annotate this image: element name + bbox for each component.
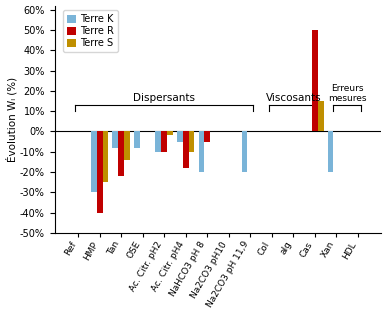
Bar <box>199 131 204 172</box>
Bar <box>188 131 194 152</box>
Y-axis label: Évolution Wₗ (%): Évolution Wₗ (%) <box>5 77 17 162</box>
Bar <box>91 131 97 192</box>
Bar <box>156 131 161 152</box>
Bar <box>167 131 173 135</box>
Bar <box>312 30 318 131</box>
Bar <box>241 131 247 172</box>
Text: Viscosants: Viscosants <box>265 93 321 103</box>
Bar <box>183 131 188 168</box>
Bar <box>328 131 334 172</box>
Bar <box>97 131 103 213</box>
Bar <box>103 131 108 182</box>
Bar <box>113 131 118 148</box>
Text: Erreurs
mesures: Erreurs mesures <box>328 83 366 103</box>
Text: Dispersants: Dispersants <box>133 93 195 103</box>
Bar <box>177 131 183 141</box>
Bar <box>161 131 167 152</box>
Bar <box>204 131 210 141</box>
Legend: Terre K, Terre R, Terre S: Terre K, Terre R, Terre S <box>63 10 118 52</box>
Bar <box>124 131 130 160</box>
Bar <box>118 131 124 176</box>
Bar <box>318 101 324 131</box>
Bar <box>134 131 140 148</box>
